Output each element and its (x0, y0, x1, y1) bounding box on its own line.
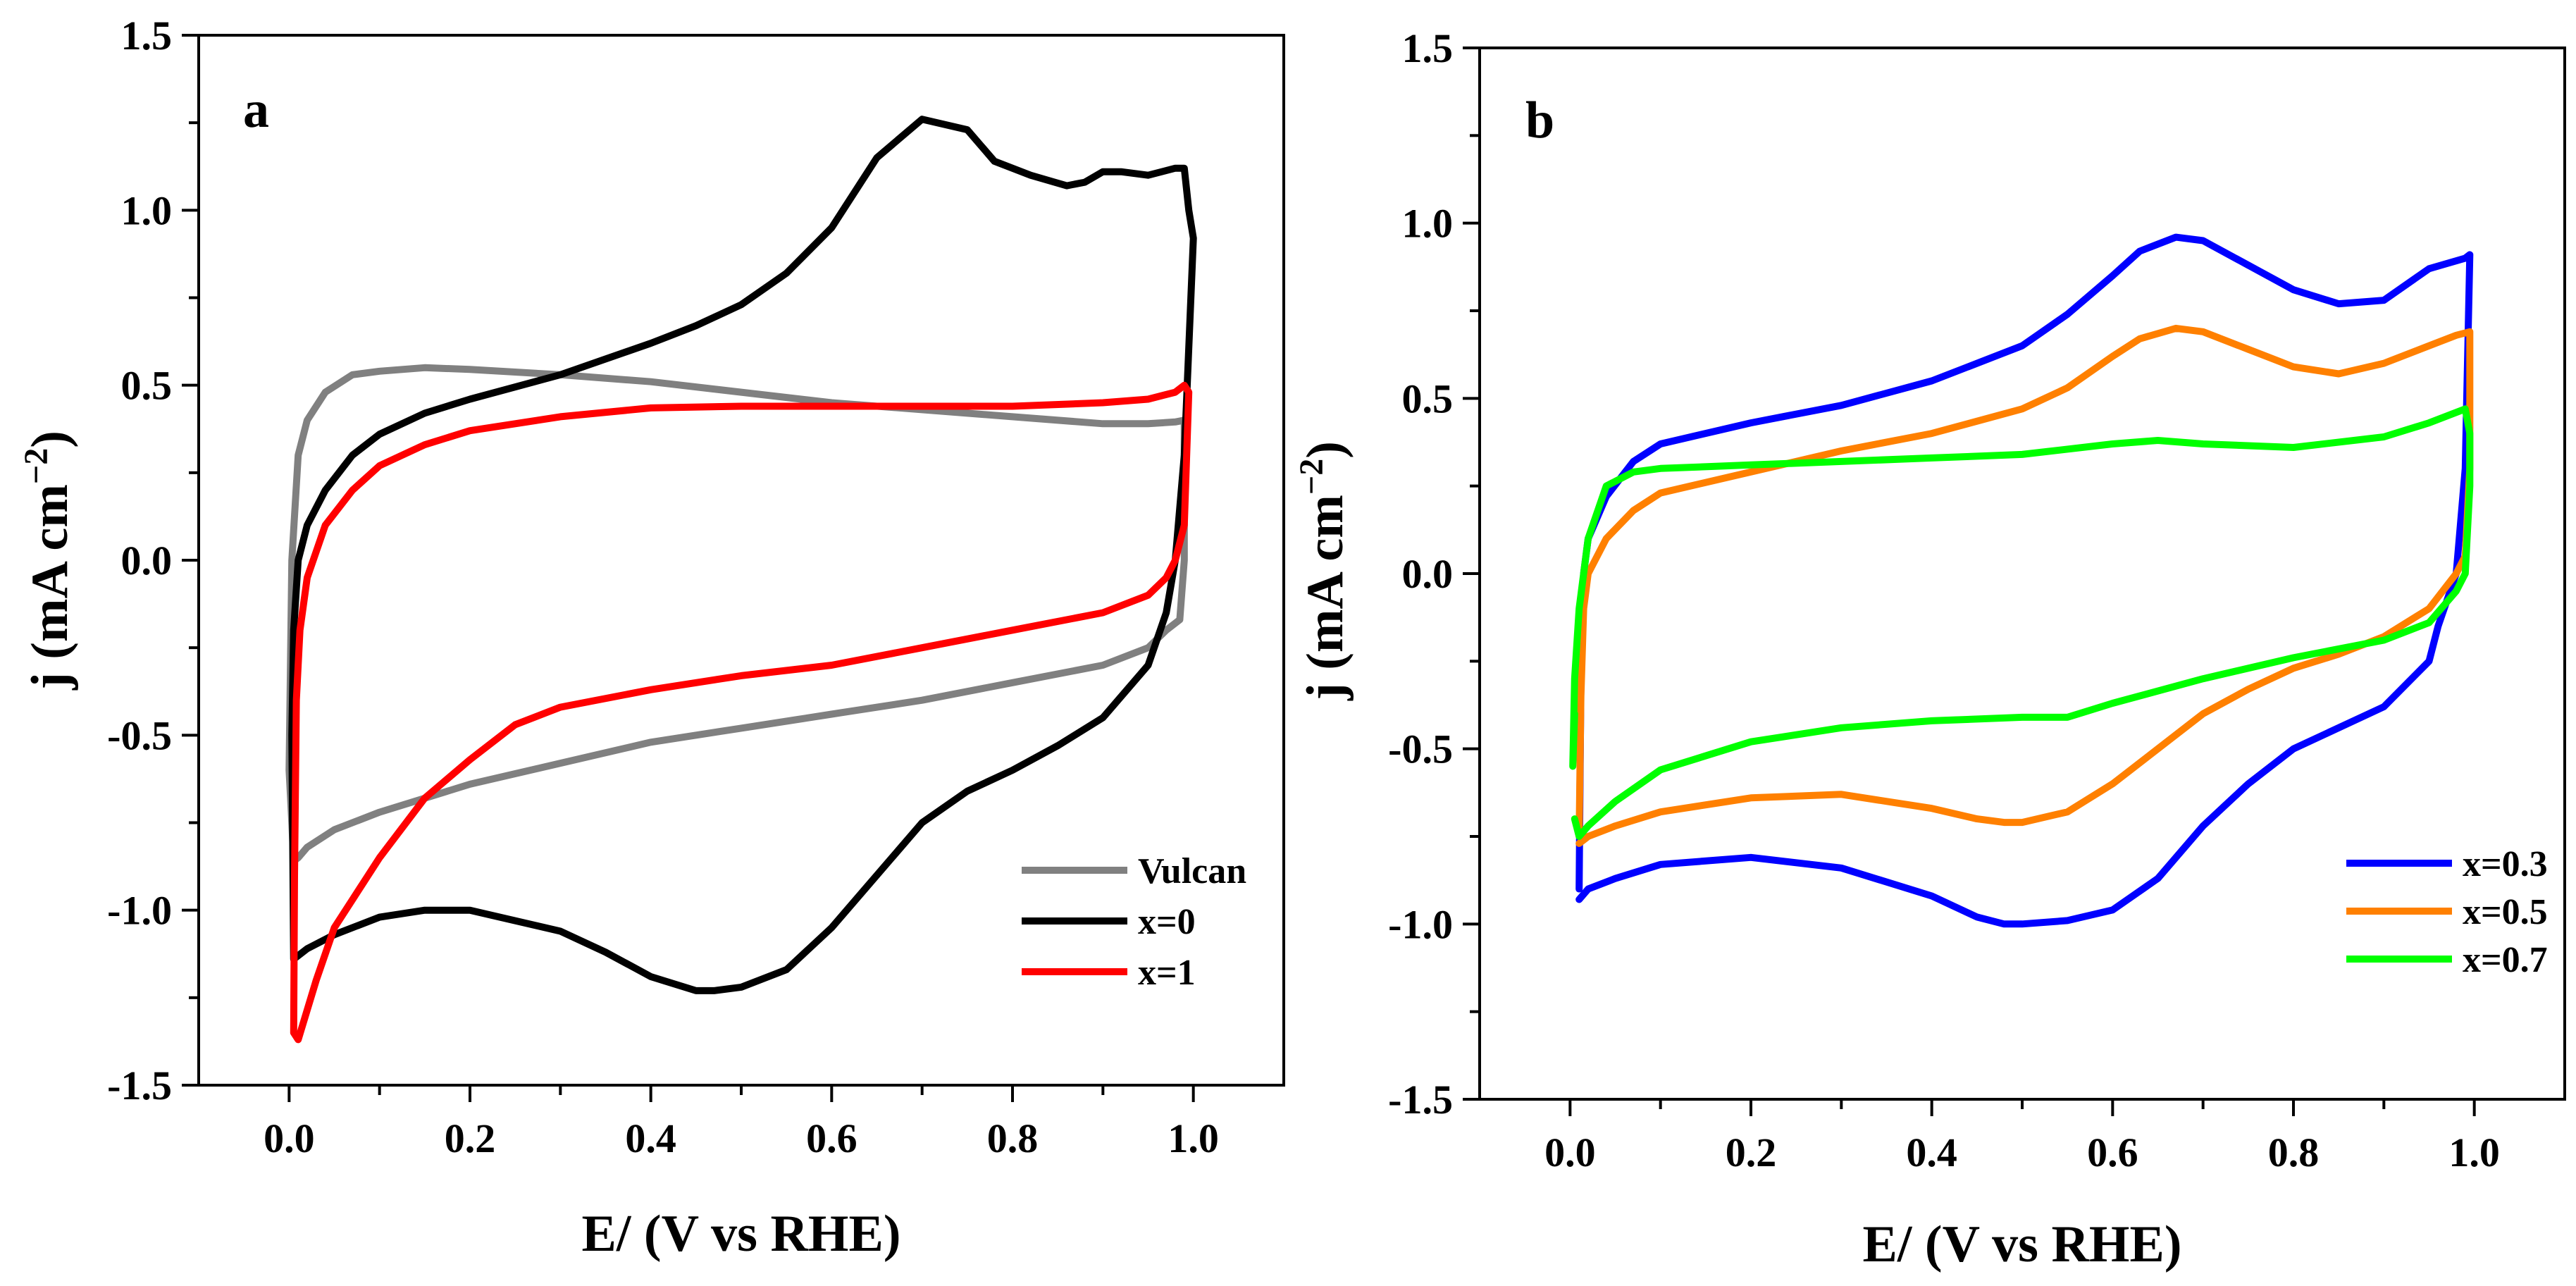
series-x-0-line (288, 116, 1197, 994)
y-tick-label-b: -1.5 (1388, 1077, 1453, 1123)
y-tick-label-b: 1.5 (1402, 25, 1454, 71)
legend-label-x-1: x=1 (1138, 953, 1196, 993)
y-tick-label-a: 0.0 (121, 538, 173, 583)
x-axis-title-a: E/ (V vs RHE) (582, 1205, 901, 1263)
legend-label-x-0: x=0 (1138, 902, 1196, 942)
y-axis-title-b-sup: −2 (1293, 459, 1330, 495)
legend-a: Vulcan x=0 x=1 (1022, 851, 1246, 993)
legend-label-x-0-5: x=0.5 (2463, 892, 2548, 932)
x-tick-label-b: 0.2 (1726, 1130, 1777, 1175)
y-tick-label-a: -1.0 (107, 888, 172, 934)
x-tick-label-b: 0.6 (2087, 1130, 2138, 1175)
y-axis-title-b-main: j (mA cm (1296, 495, 1354, 701)
y-axis-title-b-close: ) (1296, 441, 1354, 459)
y-tick-label-a: -0.5 (107, 712, 172, 758)
y-tick-label-b: 0.5 (1402, 376, 1454, 421)
x-tick-label-a: 1.0 (1168, 1115, 1219, 1161)
x-tick-label-b: 0.4 (1906, 1130, 1957, 1175)
x-tick-label-a: 0.4 (625, 1115, 676, 1161)
y-tick-label-b: -1.0 (1388, 901, 1453, 947)
y-tick-label-b: 1.0 (1402, 201, 1454, 247)
x-tick-label-a: 0.8 (987, 1115, 1039, 1161)
y-axis-title-a-sup: −2 (18, 448, 55, 484)
y-tick-label-b: 0.0 (1402, 551, 1454, 597)
y-tick-label-a: 1.0 (121, 187, 173, 233)
legend-label-x-0-7: x=0.7 (2463, 940, 2548, 980)
x-tick-label-a: 0.2 (445, 1115, 496, 1161)
y-axis-title-a-main: j (mA cm (21, 484, 79, 691)
series-x-0-3-line (1575, 233, 2474, 928)
y-axis-title-b: j (mA cm−2) (1293, 441, 1354, 701)
panel-label-b: b (1525, 92, 1554, 149)
x-axis-title-b: E/ (V vs RHE) (1863, 1216, 2182, 1273)
legend-b: x=0.3 x=0.5 x=0.7 (2346, 844, 2548, 980)
y-axis-title-a-close: ) (21, 431, 79, 448)
legend-label-x-0-3: x=0.3 (2463, 844, 2548, 884)
series-x-1-line (290, 381, 1193, 1044)
x-tick-label-b: 0.0 (1544, 1130, 1596, 1175)
legend-label-vulcan: Vulcan (1138, 851, 1246, 891)
x-tick-label-a: 0.0 (264, 1115, 315, 1161)
y-tick-label-a: -1.5 (107, 1063, 172, 1108)
panel-label-a: a (243, 81, 269, 139)
y-tick-label-b: -0.5 (1388, 727, 1453, 772)
series-x-0-7-line (1569, 405, 2474, 840)
plot-frame-b (1478, 47, 2566, 1101)
series-x-0-5-line (1575, 324, 2474, 847)
y-tick-label-a: 1.5 (121, 13, 173, 58)
x-tick-label-b: 1.0 (2448, 1130, 2500, 1175)
y-axis-title-a: j (mA cm−2) (18, 431, 79, 691)
x-tick-label-a: 0.6 (806, 1115, 857, 1161)
chart-panel-a: 0.0 0.2 0.4 0.6 0.8 1.0 -1.5 -1.0 -0.5 0.0 0.5 1.0 1… (18, 13, 1285, 1263)
chart-panel-b: 0.0 0.2 0.4 0.6 0.8 1.0 -1.5 -1.0 -0.5 0.0 0.5 1.0 1… (1293, 25, 2566, 1273)
x-tick-label-b: 0.8 (2268, 1130, 2320, 1175)
y-tick-label-a: 0.5 (121, 363, 173, 409)
